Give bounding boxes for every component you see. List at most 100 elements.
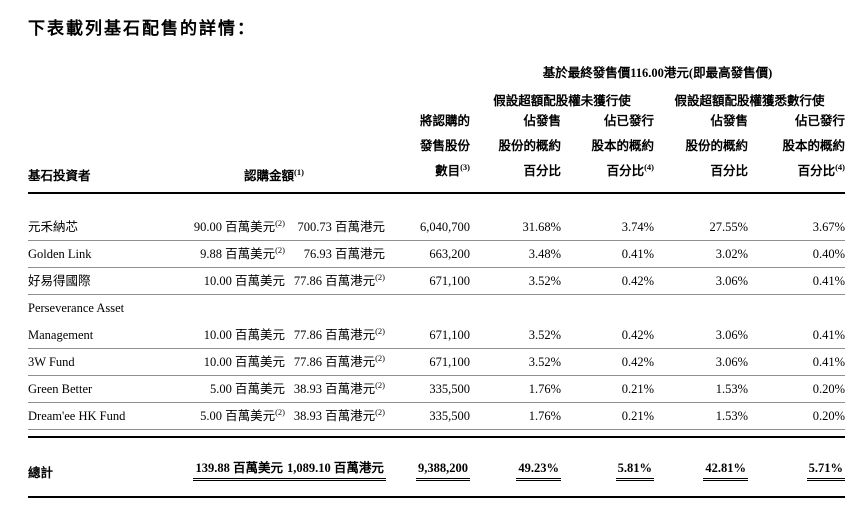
subscription-usd: 9.88 百萬美元(2) — [163, 240, 285, 268]
pct-offer-no-exercise: 1.76% — [470, 375, 561, 403]
subscription-usd: 5.00 百萬美元(2) — [163, 402, 285, 430]
subscription-hkd: 38.93 百萬港元(2) — [285, 402, 385, 430]
spacer-cell — [28, 429, 845, 437]
investor-name: Management — [28, 321, 163, 349]
table-row: Dream'ee HK Fund 5.00 百萬美元(2) 38.93 百萬港元… — [28, 402, 846, 430]
investor-name: 3W Fund — [28, 348, 163, 376]
investor-name: 元禾納芯 — [28, 193, 163, 241]
header-group-full-exercise: 假設超額配股權獲悉數行使 — [674, 94, 825, 108]
subscription-usd: 90.00 百萬美元(2) — [163, 193, 285, 241]
offer-shares: 671,100 — [385, 267, 470, 295]
header-columns-row: 基石投資者 認購金額(1) 將認購的 發售股份 數目(3) 佔發售 股份的概約 … — [28, 109, 846, 194]
footnote-marker: (3) — [460, 162, 470, 172]
total-pct-offer-no-exercise: 49.23% — [470, 436, 561, 481]
footnote-marker: (2) — [375, 406, 385, 417]
investor-name: 好易得國際 — [28, 267, 163, 295]
subscription-hkd: 76.93 百萬港元 — [285, 240, 385, 268]
pct-issued-no-exercise: 0.42% — [561, 348, 654, 376]
pct-issued-full-exercise: 0.40% — [748, 240, 846, 268]
pct-offer-full-exercise: 1.53% — [654, 375, 748, 403]
footnote-marker: (1) — [294, 167, 304, 177]
investor-name: Golden Link — [28, 240, 163, 268]
pct-issued-no-exercise: 3.74% — [561, 193, 654, 241]
pct-issued-no-exercise: 0.41% — [561, 240, 654, 268]
header-line: 佔已發行 — [603, 114, 654, 128]
footnote-marker: (2) — [375, 271, 385, 282]
header-line: 百分比(4) — [797, 162, 846, 178]
total-label: 總計 — [28, 436, 163, 481]
header-pct-issued-no-exercise: 佔已發行 股本的概約 百分比(4) — [561, 109, 654, 194]
total-row: 總計 139.88 百萬美元 1,089.10 百萬港元 9,388,200 4… — [28, 436, 846, 481]
pct-offer-no-exercise: 3.52% — [470, 348, 561, 376]
total-subscription-hkd: 1,089.10 百萬港元 — [285, 436, 386, 481]
footnote-marker: (2) — [375, 325, 385, 336]
subscription-hkd: 77.86 百萬港元(2) — [285, 321, 385, 349]
subscription-hkd: 77.86 百萬港元(2) — [285, 267, 385, 295]
offer-shares: 671,100 — [385, 321, 470, 349]
offer-shares: 6,040,700 — [385, 193, 470, 241]
subscription-usd: 10.00 百萬美元 — [163, 321, 285, 349]
pct-issued-full-exercise: 3.67% — [748, 193, 846, 241]
offer-shares: 335,500 — [385, 375, 470, 403]
header-line: 股份的概約 — [498, 139, 561, 153]
header-pct-issued-full-exercise: 佔已發行 股本的概約 百分比(4) — [748, 109, 846, 194]
offer-shares: 663,200 — [385, 240, 470, 268]
table-row: Green Better 5.00 百萬美元 38.93 百萬港元(2) 335… — [28, 375, 846, 403]
header-investor: 基石投資者 — [28, 109, 163, 194]
pct-issued-no-exercise: 0.42% — [561, 321, 654, 349]
spacer-cell — [28, 481, 846, 498]
pct-offer-full-exercise: 3.06% — [654, 267, 748, 295]
header-line: 百分比 — [523, 164, 561, 178]
table-row: Management 10.00 百萬美元 77.86 百萬港元(2) 671,… — [28, 321, 846, 349]
offer-shares: 335,500 — [385, 402, 470, 430]
pct-offer-full-exercise: 3.02% — [654, 240, 748, 268]
header-line: 將認購的 — [419, 114, 470, 128]
pct-issued-no-exercise: 0.21% — [561, 402, 654, 430]
pct-issued-full-exercise: 0.20% — [748, 402, 846, 430]
page-title: 下表載列基石配售的詳情： — [28, 19, 256, 38]
header-line: 百分比(4) — [606, 162, 654, 178]
investor-name: Dream'ee HK Fund — [28, 402, 163, 430]
pct-offer-no-exercise: 3.52% — [470, 321, 561, 349]
table-row-name-line: Perseverance Asset — [28, 294, 845, 321]
pct-issued-no-exercise: 0.21% — [561, 375, 654, 403]
pct-issued-full-exercise: 0.20% — [748, 375, 846, 403]
pct-offer-no-exercise: 3.48% — [470, 240, 561, 268]
pct-issued-full-exercise: 0.41% — [748, 348, 846, 376]
pct-offer-full-exercise: 3.06% — [654, 348, 748, 376]
pct-offer-full-exercise: 27.55% — [654, 193, 748, 241]
offer-shares: 671,100 — [385, 348, 470, 376]
subscription-hkd: 700.73 百萬港元 — [285, 193, 385, 241]
total-pct-issued-full-exercise: 5.71% — [748, 436, 846, 481]
header-line: 股本的概約 — [782, 139, 846, 153]
table-bottom-rule — [28, 481, 846, 498]
header-line: 股份的概約 — [685, 139, 748, 153]
header-line: 佔發售 — [710, 114, 748, 128]
header-line: 發售股份 — [419, 139, 470, 153]
pct-offer-no-exercise: 1.76% — [470, 402, 561, 430]
pct-issued-full-exercise: 0.41% — [748, 321, 846, 349]
header-pct-offer-full-exercise: 佔發售 股份的概約 百分比 — [654, 109, 748, 194]
table-row: 好易得國際 10.00 百萬美元 77.86 百萬港元(2) 671,100 3… — [28, 267, 846, 295]
header-banner-row: 基於最終發售價116.00港元(即最高發售價) — [28, 53, 845, 81]
header-pct-offer-no-exercise: 佔發售 股份的概約 百分比 — [470, 109, 561, 194]
footnote-marker: (2) — [275, 406, 285, 417]
total-pct-issued-no-exercise: 5.81% — [561, 436, 654, 481]
spacer-cell — [163, 294, 845, 321]
header-group-row: 假設超額配股權未獲行使 假設超額配股權獲悉數行使 — [28, 81, 845, 109]
subscription-hkd: 38.93 百萬港元(2) — [285, 375, 385, 403]
subscription-usd: 10.00 百萬美元 — [163, 267, 285, 295]
footnote-marker: (2) — [275, 217, 285, 228]
pct-offer-full-exercise: 3.06% — [654, 321, 748, 349]
header-group-no-exercise: 假設超額配股權未獲行使 — [493, 94, 631, 108]
spacer-cell — [28, 81, 470, 109]
spacer-cell — [28, 53, 470, 81]
total-subscription-usd: 139.88 百萬美元 — [163, 436, 285, 481]
pct-offer-full-exercise: 1.53% — [654, 402, 748, 430]
header-shares-to-subscribe: 將認購的 發售股份 數目(3) — [385, 109, 470, 194]
subscription-usd: 10.00 百萬美元 — [163, 348, 285, 376]
table-row: 3W Fund 10.00 百萬美元 77.86 百萬港元(2) 671,100… — [28, 348, 846, 376]
investor-name: Perseverance Asset — [28, 301, 125, 315]
investor-name: Green Better — [28, 375, 163, 403]
